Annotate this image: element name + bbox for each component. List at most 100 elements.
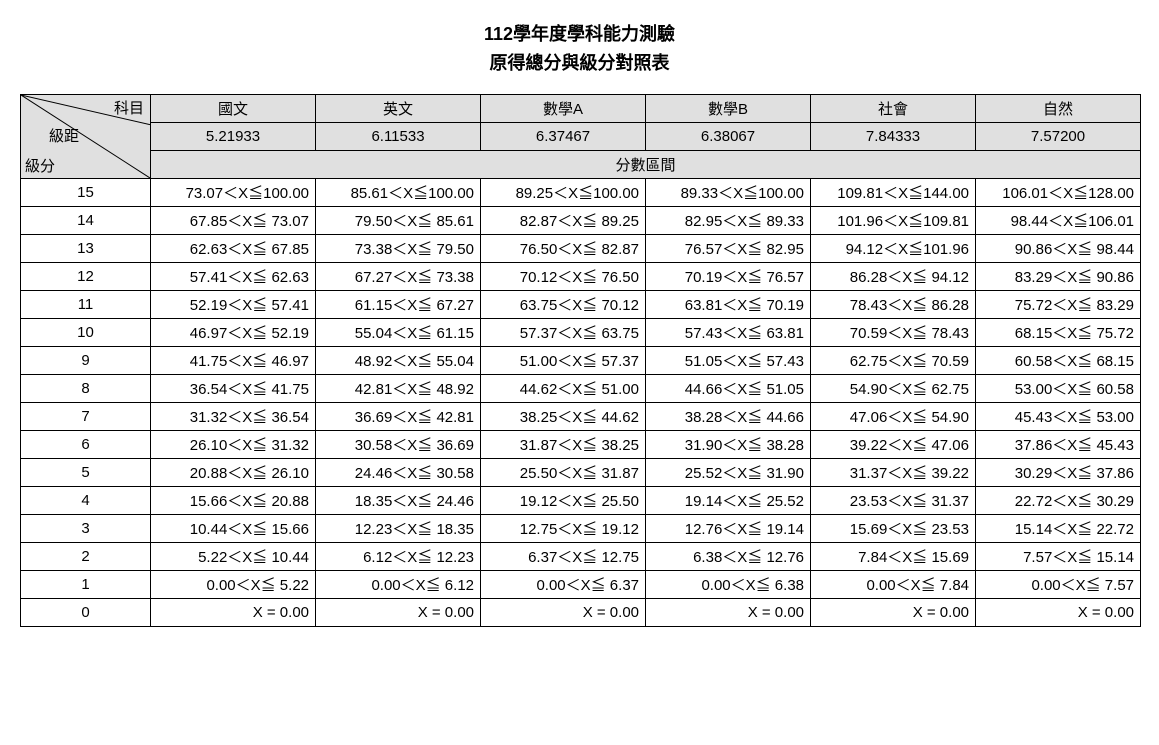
title-block: 112學年度學科能力測驗 原得總分與級分對照表 — [20, 20, 1139, 78]
range-cell: 60.58＜X≦ 68.15 — [976, 346, 1141, 374]
range-cell: 26.10＜X≦ 31.32 — [151, 430, 316, 458]
grade-cell: 14 — [21, 206, 151, 234]
corner-step: 級距 — [49, 125, 79, 146]
grade-cell: 11 — [21, 290, 151, 318]
range-cell: 62.75＜X≦ 70.59 — [811, 346, 976, 374]
step-value: 7.84333 — [811, 122, 976, 150]
range-cell: 0.00＜X≦ 6.38 — [646, 570, 811, 598]
range-cell: 101.96＜X≦109.81 — [811, 206, 976, 234]
range-cell: 73.38＜X≦ 79.50 — [316, 234, 481, 262]
range-cell: 44.66＜X≦ 51.05 — [646, 374, 811, 402]
grade-cell: 10 — [21, 318, 151, 346]
grade-cell: 13 — [21, 234, 151, 262]
range-cell: 41.75＜X≦ 46.97 — [151, 346, 316, 374]
grade-cell: 0 — [21, 598, 151, 626]
range-cell: 0.00＜X≦ 5.22 — [151, 570, 316, 598]
range-cell: 46.97＜X≦ 52.19 — [151, 318, 316, 346]
range-cell: 70.19＜X≦ 76.57 — [646, 262, 811, 290]
range-cell: 55.04＜X≦ 61.15 — [316, 318, 481, 346]
subject-header: 自然 — [976, 94, 1141, 122]
range-cell: 6.37＜X≦ 12.75 — [481, 542, 646, 570]
corner-subject: 科目 — [114, 97, 144, 118]
subject-header: 數學A — [481, 94, 646, 122]
range-cell: 106.01＜X≦128.00 — [976, 178, 1141, 206]
subject-header: 數學B — [646, 94, 811, 122]
grade-cell: 3 — [21, 514, 151, 542]
range-cell: 38.25＜X≦ 44.62 — [481, 402, 646, 430]
range-cell: 7.84＜X≦ 15.69 — [811, 542, 976, 570]
range-cell: 31.87＜X≦ 38.25 — [481, 430, 646, 458]
range-cell: 90.86＜X≦ 98.44 — [976, 234, 1141, 262]
range-cell: 52.19＜X≦ 57.41 — [151, 290, 316, 318]
range-cell: 31.37＜X≦ 39.22 — [811, 458, 976, 486]
range-cell: 25.52＜X≦ 31.90 — [646, 458, 811, 486]
range-cell: 67.27＜X≦ 73.38 — [316, 262, 481, 290]
range-cell: 75.72＜X≦ 83.29 — [976, 290, 1141, 318]
grade-cell: 9 — [21, 346, 151, 374]
range-cell: 94.12＜X≦101.96 — [811, 234, 976, 262]
range-cell: 18.35＜X≦ 24.46 — [316, 486, 481, 514]
grade-cell: 5 — [21, 458, 151, 486]
range-cell: 37.86＜X≦ 45.43 — [976, 430, 1141, 458]
range-cell: 30.29＜X≦ 37.86 — [976, 458, 1141, 486]
corner-grade: 級分 — [25, 155, 55, 176]
range-cell: X = 0.00 — [646, 598, 811, 626]
range-cell: 7.57＜X≦ 15.14 — [976, 542, 1141, 570]
range-cell: X = 0.00 — [151, 598, 316, 626]
range-cell: 63.75＜X≦ 70.12 — [481, 290, 646, 318]
range-cell: X = 0.00 — [976, 598, 1141, 626]
range-cell: 51.00＜X≦ 57.37 — [481, 346, 646, 374]
range-cell: 98.44＜X≦106.01 — [976, 206, 1141, 234]
range-cell: 15.14＜X≦ 22.72 — [976, 514, 1141, 542]
range-cell: 62.63＜X≦ 67.85 — [151, 234, 316, 262]
grade-cell: 1 — [21, 570, 151, 598]
step-value: 7.57200 — [976, 122, 1141, 150]
range-cell: 63.81＜X≦ 70.19 — [646, 290, 811, 318]
range-cell: 83.29＜X≦ 90.86 — [976, 262, 1141, 290]
range-cell: 76.50＜X≦ 82.87 — [481, 234, 646, 262]
range-cell: 76.57＜X≦ 82.95 — [646, 234, 811, 262]
range-cell: 53.00＜X≦ 60.58 — [976, 374, 1141, 402]
range-cell: 70.12＜X≦ 76.50 — [481, 262, 646, 290]
range-cell: 85.61＜X≦100.00 — [316, 178, 481, 206]
grade-cell: 4 — [21, 486, 151, 514]
range-cell: 19.14＜X≦ 25.52 — [646, 486, 811, 514]
step-value: 6.38067 — [646, 122, 811, 150]
corner-cell: 科目級距級分 — [21, 94, 151, 178]
title-line-2: 原得總分與級分對照表 — [20, 49, 1139, 78]
title-line-1: 112學年度學科能力測驗 — [20, 20, 1139, 49]
range-cell: 78.43＜X≦ 86.28 — [811, 290, 976, 318]
range-cell: 12.75＜X≦ 19.12 — [481, 514, 646, 542]
range-cell: 79.50＜X≦ 85.61 — [316, 206, 481, 234]
range-cell: 31.32＜X≦ 36.54 — [151, 402, 316, 430]
range-cell: 89.33＜X≦100.00 — [646, 178, 811, 206]
interval-header: 分數區間 — [151, 150, 1141, 178]
range-cell: 61.15＜X≦ 67.27 — [316, 290, 481, 318]
step-value: 6.37467 — [481, 122, 646, 150]
range-cell: 57.41＜X≦ 62.63 — [151, 262, 316, 290]
range-cell: 36.54＜X≦ 41.75 — [151, 374, 316, 402]
grade-cell: 8 — [21, 374, 151, 402]
range-cell: 109.81＜X≦144.00 — [811, 178, 976, 206]
subject-header: 國文 — [151, 94, 316, 122]
range-cell: 22.72＜X≦ 30.29 — [976, 486, 1141, 514]
range-cell: 89.25＜X≦100.00 — [481, 178, 646, 206]
range-cell: X = 0.00 — [316, 598, 481, 626]
range-cell: 12.23＜X≦ 18.35 — [316, 514, 481, 542]
range-cell: 38.28＜X≦ 44.66 — [646, 402, 811, 430]
range-cell: 6.12＜X≦ 12.23 — [316, 542, 481, 570]
range-cell: 0.00＜X≦ 6.12 — [316, 570, 481, 598]
range-cell: 23.53＜X≦ 31.37 — [811, 486, 976, 514]
step-value: 5.21933 — [151, 122, 316, 150]
range-cell: 51.05＜X≦ 57.43 — [646, 346, 811, 374]
range-cell: 42.81＜X≦ 48.92 — [316, 374, 481, 402]
range-cell: 57.43＜X≦ 63.81 — [646, 318, 811, 346]
range-cell: 73.07＜X≦100.00 — [151, 178, 316, 206]
range-cell: 70.59＜X≦ 78.43 — [811, 318, 976, 346]
range-cell: 25.50＜X≦ 31.87 — [481, 458, 646, 486]
range-cell: 12.76＜X≦ 19.14 — [646, 514, 811, 542]
range-cell: X = 0.00 — [811, 598, 976, 626]
grade-cell: 6 — [21, 430, 151, 458]
range-cell: 57.37＜X≦ 63.75 — [481, 318, 646, 346]
range-cell: 0.00＜X≦ 6.37 — [481, 570, 646, 598]
